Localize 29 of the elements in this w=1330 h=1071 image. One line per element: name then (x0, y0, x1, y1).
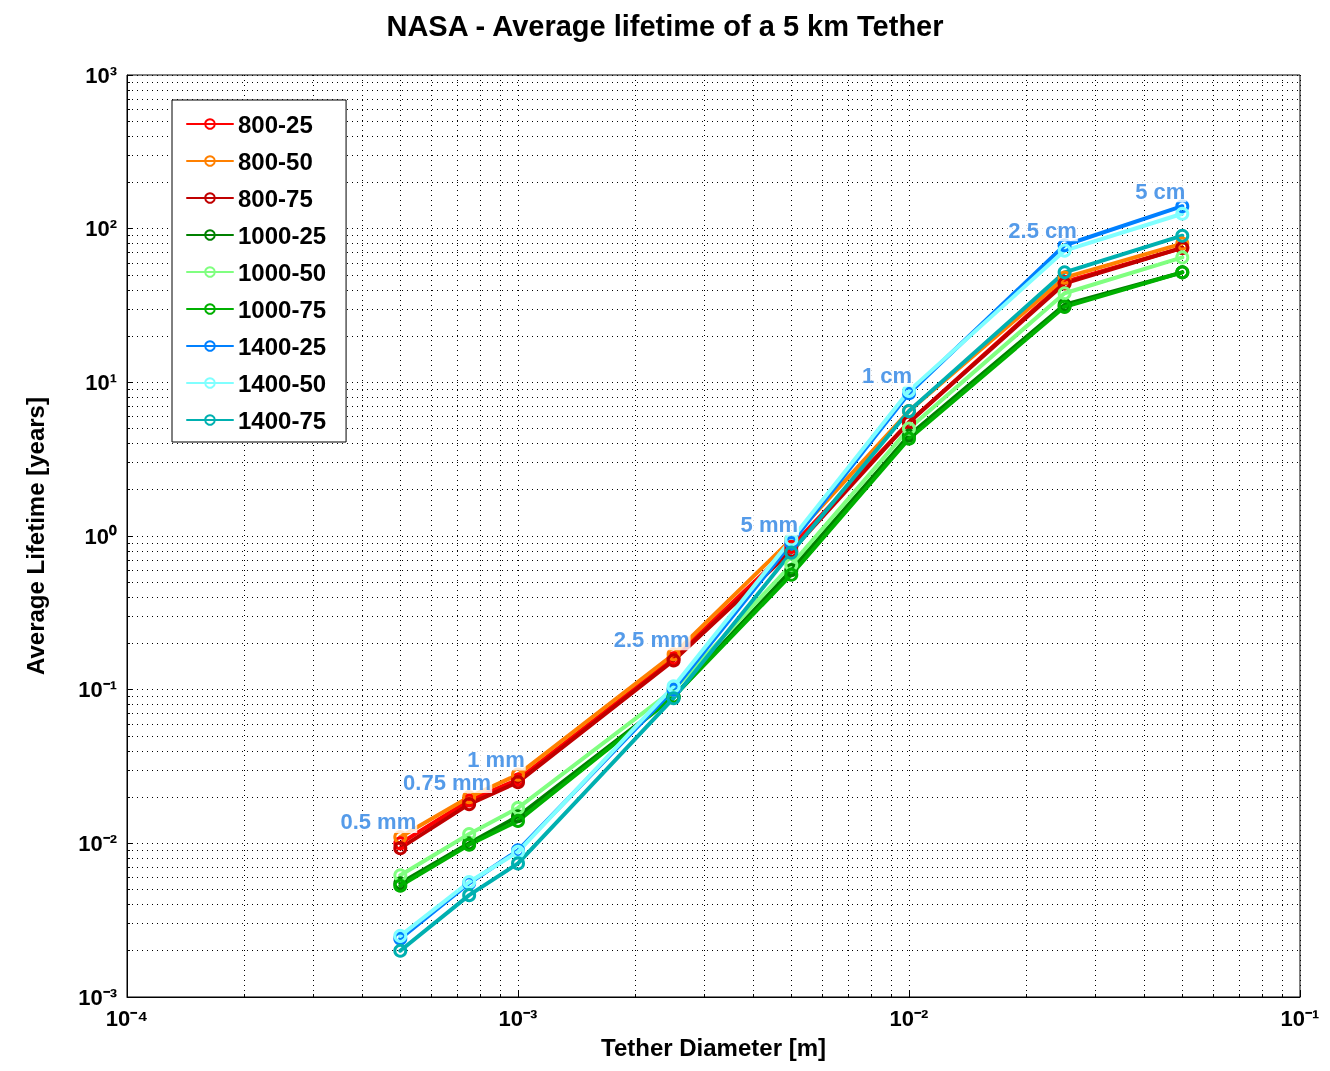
annotation: 2.5 mm (613, 626, 690, 652)
legend-label: 1400-25 (238, 332, 327, 360)
annotation: 1 mm (467, 747, 525, 773)
legend-label: 1000-25 (238, 221, 327, 249)
y-tick-label: 10³ (85, 62, 117, 88)
annotation: 5 cm (1135, 178, 1186, 204)
legend-label: 1400-75 (238, 406, 327, 434)
y-tick-label: 10⁰ (84, 523, 117, 549)
y-tick-label: 10⁻² (78, 830, 117, 856)
y-tick-label: 10⁻¹ (78, 677, 117, 703)
x-tick-label: 10⁻² (889, 1005, 929, 1031)
legend-label: 800-75 (238, 184, 313, 212)
legend-label: 800-25 (238, 110, 313, 138)
legend-label: 1000-75 (238, 295, 327, 323)
legend-label: 1400-50 (238, 369, 327, 397)
annotation: 0.5 mm (340, 809, 417, 835)
legend-label: 1000-50 (238, 258, 327, 286)
y-tick-label: 10¹ (85, 369, 117, 395)
x-tick-label: 10⁻³ (498, 1005, 538, 1031)
chart-title: NASA - Average lifetime of a 5 km Tether (386, 9, 944, 42)
x-axis-title: Tether Diameter [m] (601, 1033, 826, 1061)
legend-label: 800-50 (238, 147, 313, 175)
annotation: 0.75 mm (403, 769, 492, 795)
y-axis-title: Average Lifetime [years] (21, 397, 49, 675)
annotation: 1 cm (861, 363, 913, 389)
y-tick-label: 10² (85, 216, 117, 242)
annotation: 5 mm (740, 511, 799, 537)
x-tick-label: 10⁻¹ (1280, 1005, 1320, 1031)
annotation: 2.5 cm (1008, 217, 1077, 243)
